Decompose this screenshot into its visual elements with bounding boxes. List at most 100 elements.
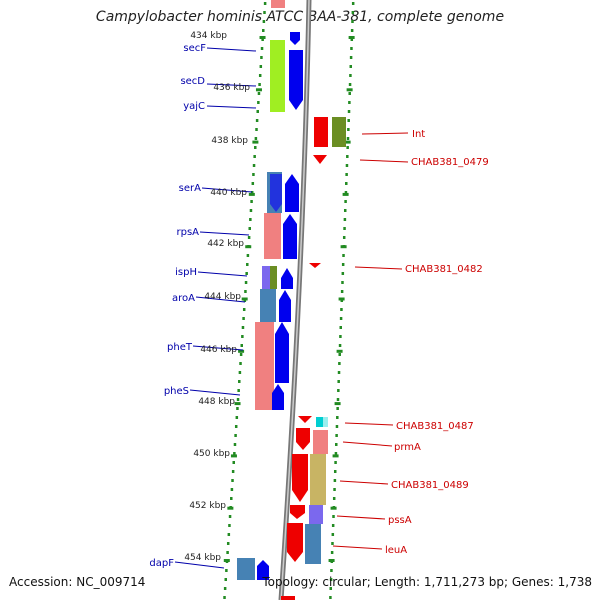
gene-label-aroA: aroA (172, 293, 195, 304)
scale-dot (340, 308, 343, 311)
scale-tick (348, 36, 355, 39)
cog-block (255, 322, 274, 410)
scale-dot (349, 74, 352, 77)
scale-dot (337, 371, 341, 374)
scale-dot (257, 101, 260, 104)
scale-dot (254, 146, 257, 149)
scale-dot (346, 146, 349, 149)
scale-dot (246, 254, 250, 257)
scale-dot (251, 182, 255, 185)
scale-dot (249, 209, 253, 212)
scale-dot (223, 596, 226, 599)
scale-dot (258, 83, 261, 86)
scale-dot (227, 533, 231, 536)
scale-dot (259, 65, 263, 68)
scale-dot (336, 407, 339, 410)
cog-block (260, 289, 276, 322)
scale-dot (339, 335, 342, 338)
cog-block (309, 505, 323, 524)
cog-track-right (305, 117, 346, 564)
scale-dot (250, 191, 254, 194)
scale-dot (236, 398, 240, 401)
scale-dot (348, 92, 351, 95)
scale-dot (329, 578, 333, 581)
gene-label-CHAB381_0479: CHAB381_0479 (411, 157, 489, 168)
scale-dot (234, 425, 238, 428)
scale-dot (350, 29, 354, 32)
scale-tick (336, 349, 343, 353)
kbp-label: 444 kbp (204, 292, 241, 302)
scale-dot (254, 137, 258, 140)
kbp-label: 454 kbp (184, 553, 221, 563)
cds-reverse (292, 454, 308, 502)
scale-tick (259, 36, 266, 39)
scale-dot (347, 119, 350, 122)
scale-dot (232, 461, 235, 464)
scale-dot (335, 434, 338, 437)
gene-label-pheS: pheS (164, 386, 189, 397)
scale-dot (223, 587, 227, 590)
scale-dot (237, 389, 240, 392)
gene-label-serA: serA (179, 183, 201, 194)
leader-line (174, 561, 225, 569)
leader-line (195, 296, 246, 303)
forward-cds-track (257, 32, 303, 580)
scale-dot (224, 578, 228, 581)
cog-block (271, 0, 285, 8)
leader-line (201, 187, 253, 193)
cds-arrow-forward (272, 384, 284, 410)
cds-arrow-forward (283, 214, 297, 259)
scale-tick (338, 297, 345, 301)
scale-dot (338, 353, 341, 356)
scale-dot (257, 92, 261, 95)
cds-arrow-forward (290, 32, 300, 45)
kbp-label: 440 kbp (210, 188, 247, 198)
cds-reverse (313, 155, 327, 164)
scale-dot (347, 128, 350, 131)
scale-dot (341, 272, 345, 275)
scale-dot (252, 164, 256, 167)
scale-dot (250, 200, 253, 203)
scale-dot (335, 425, 339, 428)
scale-dot (249, 218, 252, 221)
kbp-label: 450 kbp (193, 449, 230, 459)
gene-label-yajC: yajC (183, 101, 205, 112)
scale-tick (332, 454, 339, 458)
scale-dot (231, 479, 234, 482)
scale-tick (344, 140, 351, 144)
cds-reverse (281, 596, 295, 600)
scale-dot (242, 308, 246, 311)
scale-dot (241, 326, 245, 329)
kbp-scale: 434 kbp 436 kbp 438 kbp 440 kbp 442 kbp … (184, 31, 250, 563)
scale-dot (339, 326, 343, 329)
gene-label-rpsA: rpsA (176, 227, 199, 238)
right-leaders (332, 132, 409, 550)
scale-dot (344, 191, 348, 194)
cog-block (270, 266, 277, 289)
scale-dot (252, 173, 255, 176)
map-title: Campylobacter hominis ATCC BAA-381, comp… (95, 9, 505, 25)
scale-tick (223, 559, 230, 562)
cog-block (237, 558, 255, 580)
leader-line (342, 441, 393, 447)
scale-dot (346, 137, 350, 140)
kbp-label: 438 kbp (211, 136, 248, 146)
scale-dot (351, 20, 354, 23)
backbone-highlight (280, 0, 310, 600)
kbp-label: 448 kbp (198, 397, 235, 407)
cog-block (270, 40, 285, 112)
gene-label-pssA: pssA (388, 515, 412, 526)
kbp-label: 436 kbp (213, 83, 250, 93)
cds-arrow-forward (275, 322, 289, 383)
scale-dot (343, 209, 347, 212)
scale-dot (346, 155, 349, 158)
scale-dot (347, 110, 351, 113)
cds-arrow-forward (279, 290, 291, 322)
cds-reverse (290, 505, 305, 519)
cds-arrow-forward (257, 560, 269, 580)
scale-dot (348, 101, 351, 104)
accession-text: Accession: NC_009714 (9, 575, 146, 589)
gene-label-dapF: dapF (149, 558, 174, 569)
leader-line (192, 345, 244, 351)
scale-dot (343, 227, 346, 230)
